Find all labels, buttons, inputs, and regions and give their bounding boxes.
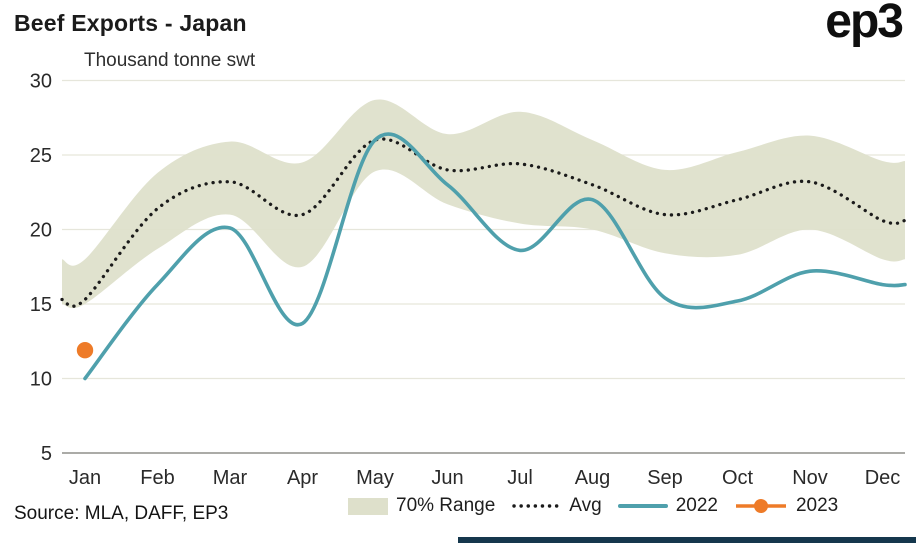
x-axis-label: Sep: [647, 467, 683, 489]
y-tick-label: 15: [30, 294, 52, 316]
x-axis-label: Jul: [507, 467, 533, 489]
ep3-logo: ep3: [825, 0, 904, 48]
y-tick-label: 25: [30, 145, 52, 167]
legend-item-range: 70% Range: [348, 495, 495, 517]
y-tick-label: 30: [30, 71, 52, 93]
legend-label-2022: 2022: [675, 495, 718, 516]
footer-accent-bar: [458, 537, 916, 543]
chart-title: Beef Exports - Japan: [14, 10, 247, 36]
avg-dotted-swatch: [512, 504, 560, 508]
legend-label-2023: 2023: [795, 495, 839, 516]
point-2023: [76, 342, 94, 359]
y-tick-label: 10: [30, 369, 52, 391]
x-axis-label: Jun: [431, 467, 463, 489]
legend-item-2023: 2023: [734, 495, 838, 517]
avg-line: [60, 137, 907, 308]
y-tick-label: 5: [41, 443, 52, 465]
legend-label-avg: Avg: [569, 495, 602, 516]
line-2022-swatch: [617, 504, 668, 508]
point-2023-swatch: [735, 499, 786, 513]
x-axis-label: Mar: [213, 467, 248, 489]
range-band-area: [62, 99, 905, 309]
x-axis-label: May: [356, 467, 394, 489]
x-axis-label: Apr: [287, 467, 318, 489]
legend: 70% Range Avg 2022 2023: [348, 495, 838, 517]
x-axis-label: Feb: [140, 467, 174, 489]
legend-item-2022: 2022: [617, 495, 718, 517]
x-axis-label: Dec: [865, 467, 901, 489]
x-axis-label: Oct: [722, 467, 754, 489]
x-axis-label: Aug: [575, 467, 611, 489]
y-tick-label: 20: [30, 220, 52, 242]
source-text: Source: MLA, DAFF, EP3: [14, 503, 229, 524]
legend-item-avg: Avg: [511, 495, 602, 517]
range-band-swatch: [348, 497, 388, 515]
line-2022: [83, 132, 907, 381]
x-axis-label: Nov: [792, 467, 828, 489]
legend-label-range: 70% Range: [396, 495, 496, 516]
units-label: Thousand tonne swt: [84, 50, 256, 71]
x-axis-label: Jan: [69, 467, 101, 489]
